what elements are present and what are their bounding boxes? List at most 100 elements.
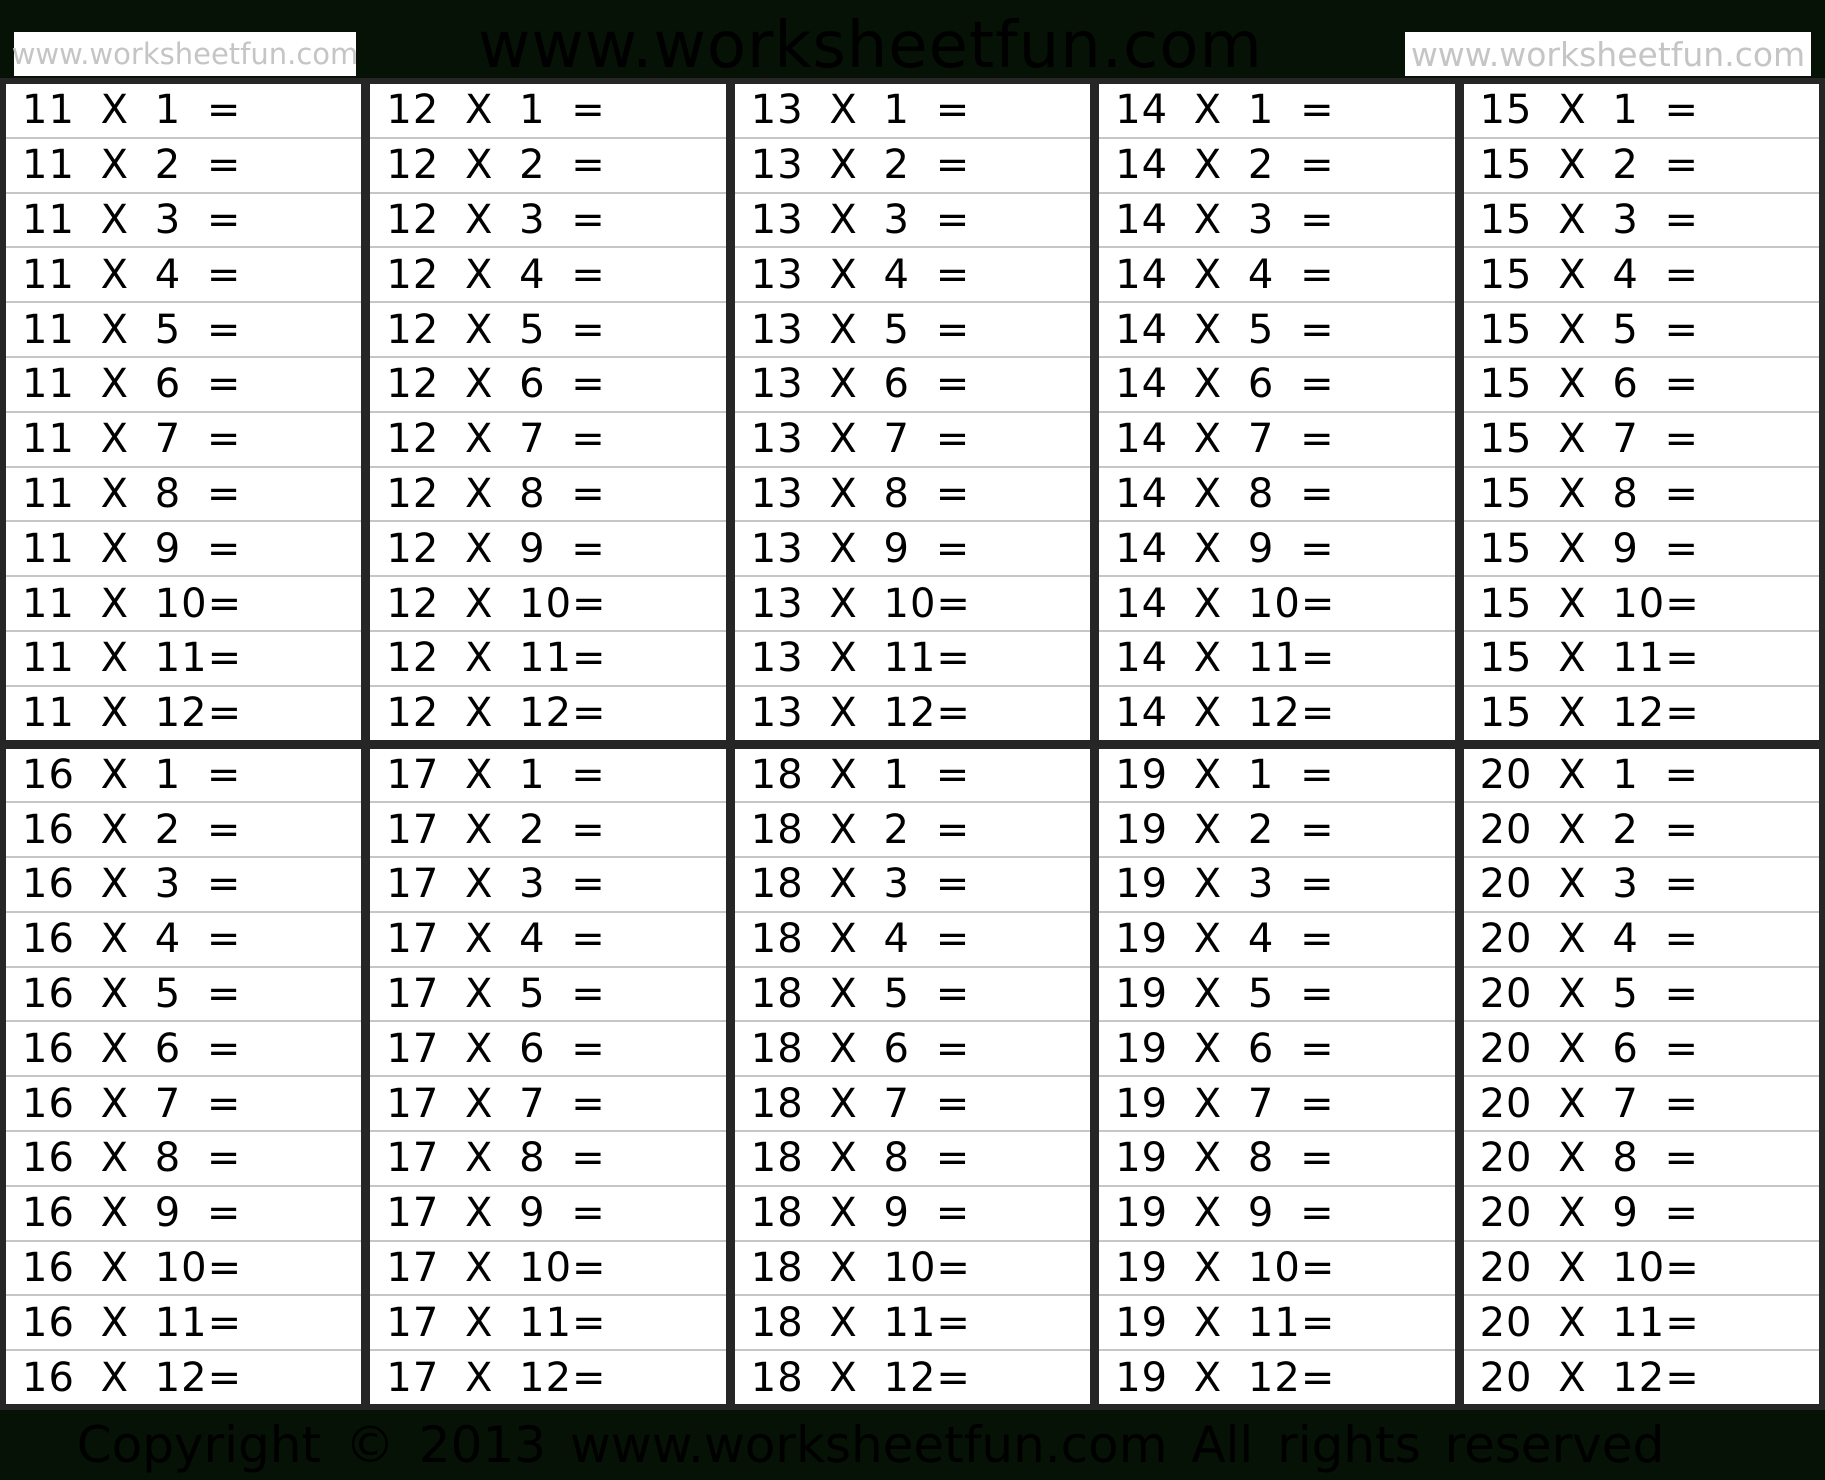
- times-table-row: 12 X 10=: [370, 577, 726, 632]
- times-table-row: 13 X 2 =: [734, 139, 1091, 194]
- watermark-box-right: www.worksheetfun.com: [1405, 32, 1811, 76]
- times-table-row: 11 X 12=: [22, 690, 243, 737]
- times-table-row: 18 X 7 =: [734, 1077, 1091, 1133]
- times-table-row: 20 X 7 =: [1463, 1077, 1819, 1133]
- times-table-row: 13 X 12=: [750, 690, 971, 737]
- times-table-row: 13 X 4 =: [734, 248, 1091, 304]
- times-table-row: 11 X 8 =: [6, 468, 362, 523]
- times-table-row: 14 X 7 =: [1099, 413, 1455, 468]
- times-table-row: 17 X 6 =: [370, 1022, 726, 1078]
- times-table-row: 11 X 10=: [6, 577, 362, 632]
- times-table-row: 13 X 6 =: [734, 358, 1091, 413]
- times-table-row: 19 X 2 =: [1099, 803, 1455, 859]
- times-table-row: 17 X 5 =: [370, 968, 726, 1023]
- times-table-row: 14 X 11=: [1099, 632, 1455, 687]
- times-table-row: 16 X 3 =: [6, 858, 362, 913]
- times-table-row: 11 X 1 =: [6, 84, 362, 139]
- times-table-row: 15 X 12=: [1479, 690, 1700, 737]
- times-table-row: 12 X 5 =: [370, 303, 726, 358]
- times-table-row: 15 X 7 =: [1463, 413, 1819, 468]
- times-table-block-11: 11 X 1 = 11 X 2 = 11 X 3 = 11 X 4 = 11 X 5 =…: [6, 84, 362, 740]
- times-table-row: 16 X 2 =: [6, 803, 362, 859]
- times-table-row: 12 X 1 =: [370, 84, 726, 139]
- times-table-row: 16 X 12=: [22, 1354, 243, 1401]
- times-table-row: 20 X 8 =: [1463, 1132, 1819, 1187]
- times-table-row: 13 X 3 =: [734, 194, 1091, 249]
- times-table-row: 19 X 9 =: [1099, 1187, 1455, 1242]
- times-table-row: 15 X 5 =: [1463, 303, 1819, 358]
- times-table-row: 12 X 8 =: [370, 468, 726, 523]
- times-table-row: 14 X 10=: [1099, 577, 1455, 632]
- times-table-row: 12 X 9 =: [370, 522, 726, 578]
- times-table-row: 15 X 10=: [1463, 577, 1819, 632]
- times-table-row: 14 X 2 =: [1099, 139, 1455, 194]
- times-table-row: 19 X 8 =: [1099, 1132, 1455, 1187]
- times-table-row: 11 X 6 =: [6, 358, 362, 413]
- watermark-center-text: www.worksheetfun.com: [478, 9, 1263, 78]
- times-table-row: 19 X 1 =: [1099, 749, 1455, 804]
- watermark-left-text: www.worksheetfun.com: [11, 37, 359, 71]
- times-table-row: 11 X 3 =: [6, 194, 362, 249]
- times-table-row: 17 X 9 =: [370, 1187, 726, 1242]
- header-bar: www.worksheetfun.com www.worksheetfun.co…: [0, 0, 1825, 78]
- times-table-row: 11 X 4 =: [6, 248, 362, 304]
- times-table-row: 15 X 1 =: [1463, 84, 1819, 139]
- times-table-row: 20 X 12=: [1479, 1354, 1700, 1401]
- times-table-row: 17 X 4 =: [370, 913, 726, 968]
- times-table-row: 13 X 1 =: [734, 84, 1091, 139]
- times-table-row: 11 X 9 =: [6, 522, 362, 578]
- times-table-row: 20 X 11=: [1463, 1296, 1819, 1352]
- times-table-row: 16 X 9 =: [6, 1187, 362, 1242]
- times-table-row: 17 X 10=: [370, 1242, 726, 1297]
- times-table-row: 14 X 8 =: [1099, 468, 1455, 523]
- times-table-row: 13 X 5 =: [734, 303, 1091, 358]
- times-table-block-15: 15 X 1 = 15 X 2 = 15 X 3 = 15 X 4 = 15 X 5 =…: [1463, 84, 1819, 740]
- worksheet-grid: 11 X 1 = 11 X 2 = 11 X 3 = 11 X 4 = 11 X 5 =…: [0, 78, 1825, 1410]
- times-table-row: 20 X 2 =: [1463, 803, 1819, 859]
- times-table-row: 14 X 9 =: [1099, 522, 1455, 578]
- times-table-row: 13 X 8 =: [734, 468, 1091, 523]
- times-table-row: 16 X 8 =: [6, 1132, 362, 1187]
- times-table-row: 18 X 8 =: [734, 1132, 1091, 1187]
- times-table-block-12: 12 X 1 = 12 X 2 = 12 X 3 = 12 X 4 = 12 X 5 =…: [370, 84, 726, 740]
- times-table-row: 15 X 4 =: [1463, 248, 1819, 304]
- times-table-row: 17 X 8 =: [370, 1132, 726, 1187]
- times-table-block-19: 19 X 1 = 19 X 2 = 19 X 3 = 19 X 4 = 19 X 5 =…: [1099, 748, 1455, 1404]
- times-table-row: 18 X 4 =: [734, 913, 1091, 968]
- times-table-row: 15 X 9 =: [1463, 522, 1819, 578]
- times-table-row: 20 X 9 =: [1463, 1187, 1819, 1242]
- times-table-row: 20 X 4 =: [1463, 913, 1819, 968]
- times-table-row: 20 X 5 =: [1463, 968, 1819, 1023]
- times-table-row: 12 X 11=: [370, 632, 726, 687]
- times-table-row: 14 X 1 =: [1099, 84, 1455, 139]
- times-table-row: 20 X 10=: [1463, 1242, 1819, 1297]
- times-table-row: 14 X 4 =: [1099, 248, 1455, 304]
- footer-bar: Copyright © 2013 www.worksheetfun.com Al…: [0, 1410, 1825, 1480]
- times-table-row: 16 X 10=: [6, 1242, 362, 1297]
- times-table-block-17: 17 X 1 = 17 X 2 = 17 X 3 = 17 X 4 = 17 X 5 =…: [370, 748, 726, 1404]
- times-table-row: 17 X 3 =: [370, 858, 726, 913]
- times-table-row: 16 X 4 =: [6, 913, 362, 968]
- times-table-row: 19 X 4 =: [1099, 913, 1455, 968]
- times-table-row: 12 X 3 =: [370, 194, 726, 249]
- times-table-row: 17 X 1 =: [370, 749, 726, 804]
- times-table-row: 17 X 2 =: [370, 803, 726, 859]
- times-table-block-20: 20 X 1 = 20 X 2 = 20 X 3 = 20 X 4 = 20 X 5 =…: [1463, 748, 1819, 1404]
- times-table-row: 14 X 6 =: [1099, 358, 1455, 413]
- times-table-row: 20 X 1 =: [1463, 749, 1819, 804]
- times-table-row: 12 X 12=: [386, 690, 607, 737]
- times-table-row: 12 X 2 =: [370, 139, 726, 194]
- times-table-row: 12 X 4 =: [370, 248, 726, 304]
- times-table-row: 17 X 7 =: [370, 1077, 726, 1133]
- times-table-row: 18 X 6 =: [734, 1022, 1091, 1078]
- times-table-row: 19 X 3 =: [1099, 858, 1455, 913]
- times-table-row: 20 X 6 =: [1463, 1022, 1819, 1078]
- times-table-block-18: 18 X 1 = 18 X 2 = 18 X 3 = 18 X 4 = 18 X 5 =…: [734, 748, 1091, 1404]
- times-table-row: 13 X 11=: [734, 632, 1091, 687]
- times-table-block-14: 14 X 1 = 14 X 2 = 14 X 3 = 14 X 4 = 14 X 5 =…: [1099, 84, 1455, 740]
- times-table-row: 12 X 7 =: [370, 413, 726, 468]
- watermark-box-left: www.worksheetfun.com: [11, 32, 359, 76]
- copyright-text: Copyright © 2013 www.worksheetfun.com Al…: [76, 1416, 1665, 1474]
- times-table-row: 17 X 11=: [370, 1296, 726, 1352]
